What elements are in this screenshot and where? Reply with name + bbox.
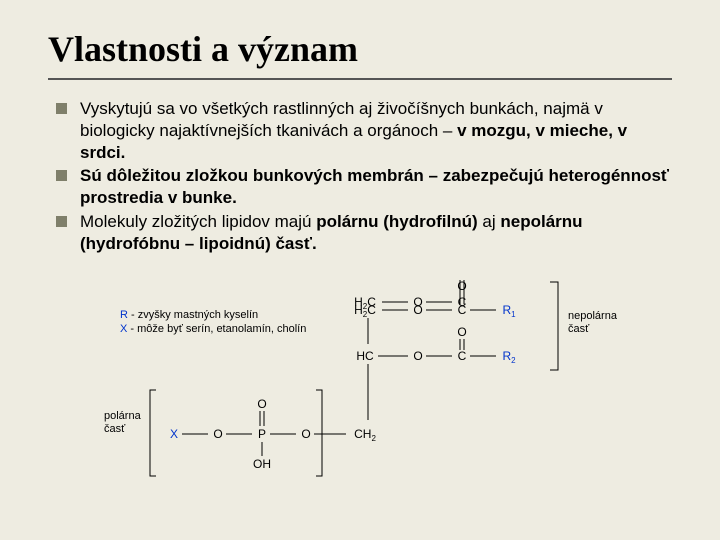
atom-o2: O [413, 349, 422, 363]
atom-h2c: H2C [354, 303, 376, 319]
bullet-3-post: aj [478, 212, 501, 231]
slide-title: Vlastnosti a význam [48, 28, 672, 70]
atom-c2: C [458, 349, 467, 363]
bullet-1: Vyskytujú sa vo všetkých rastlinných aj … [56, 98, 672, 163]
atom-o1: O [413, 303, 422, 317]
bullet-3-bold1: polárnu (hydrofilnú) [316, 212, 477, 231]
polar-bracket-left [150, 390, 156, 476]
atom-o-top-p: O [257, 397, 266, 411]
structure-diagram: O H2C O C R1 O HC O C R2 [110, 280, 630, 510]
bullet-list: Vyskytujú sa vo všetkých rastlinných aj … [48, 98, 672, 254]
nonpolar-bracket [550, 282, 558, 370]
atom-c1: C [458, 303, 467, 317]
atom-ch2: CH2 [354, 427, 376, 443]
atom-hc: HC [356, 349, 374, 363]
bullet-2-bold: Sú dôležitou zložkou bunkových membrán –… [80, 166, 669, 207]
atom-x: X [170, 427, 178, 441]
atom-oh: OH [253, 457, 271, 471]
atom-r1: R1 [502, 303, 516, 319]
atom-p: P [258, 427, 266, 441]
atom-o-top2: O [457, 325, 466, 339]
bullet-3: Molekuly zložitých lipidov majú polárnu … [56, 211, 672, 255]
atom-r2: R2 [502, 349, 516, 365]
polar-bracket-right [316, 390, 322, 476]
bullet-2: Sú dôležitou zložkou bunkových membrán –… [56, 165, 672, 209]
atom-o3: O [213, 427, 222, 441]
diagram-area: R - zvyšky mastných kyselín X - môže byť… [110, 280, 630, 510]
bullet-3-pre: Molekuly zložitých lipidov majú [80, 212, 316, 231]
atom-o-top1: O [457, 280, 466, 293]
title-underline [48, 78, 672, 80]
atom-o4: O [301, 427, 310, 441]
